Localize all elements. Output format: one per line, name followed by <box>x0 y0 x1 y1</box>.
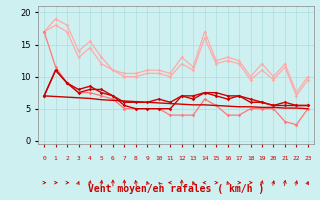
X-axis label: Vent moyen/en rafales ( km/h ): Vent moyen/en rafales ( km/h ) <box>88 184 264 194</box>
